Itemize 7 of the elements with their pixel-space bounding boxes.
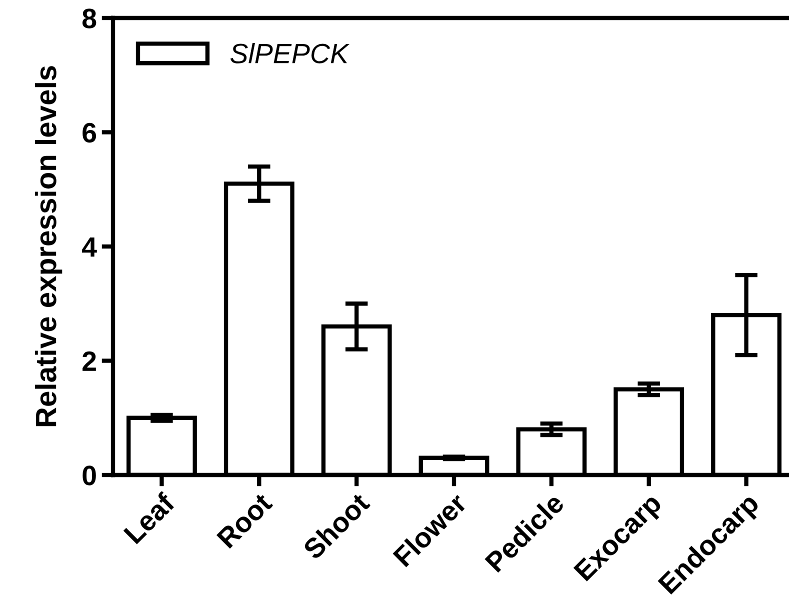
y-tick-label: 0	[82, 466, 96, 486]
y-tick-label: 2	[82, 351, 96, 371]
y-axis-title: Relative expression levels	[34, 66, 62, 426]
y-tick-label: 4	[82, 237, 97, 257]
legend-label: SlPEPCK	[230, 43, 350, 64]
y-tick-label: 8	[82, 8, 96, 28]
y-tick-label: 6	[82, 122, 96, 143]
